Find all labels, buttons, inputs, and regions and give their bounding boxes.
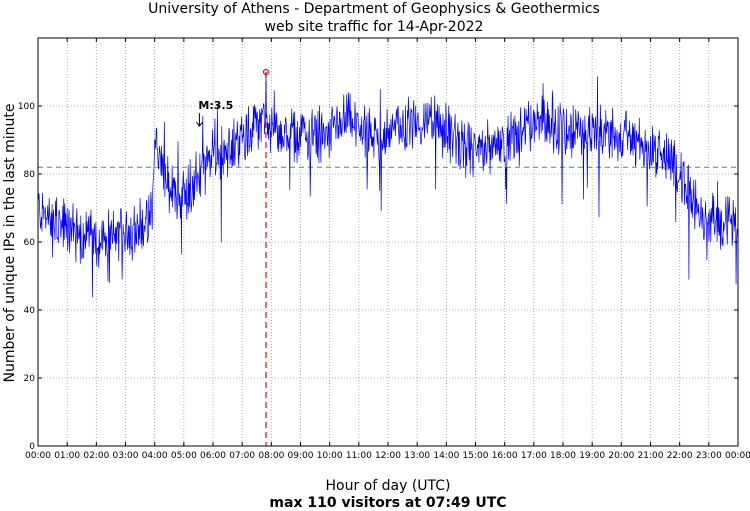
x-tick-label: 14:00 <box>433 451 459 461</box>
x-tick-label: 16:00 <box>492 451 518 461</box>
x-tick-label: 17:00 <box>521 451 547 461</box>
x-tick-label: 10:00 <box>317 451 343 461</box>
x-tick-label: 01:00 <box>54 451 80 461</box>
x-tick-label: 11:00 <box>346 451 372 461</box>
annotations: M:3.5 <box>196 68 270 128</box>
series-group <box>37 71 739 298</box>
y-tick-label: 0 <box>29 442 35 452</box>
x-axis-ticks: 00:00 01:00 02:00 03:00 04:00 05:00 06:00 07:00… <box>25 38 750 461</box>
y-tick-label: 100 <box>18 102 35 112</box>
x-tick-label: 06:00 <box>200 451 226 461</box>
x-tick-label: 02:00 <box>83 451 109 461</box>
x-tick-label: 18:00 <box>550 451 576 461</box>
x-tick-label: 09:00 <box>288 451 314 461</box>
max-visitors-footer: max 110 visitors at 07:49 UTC <box>269 495 506 511</box>
y-axis-label: Number of unique IPs in the last minute <box>2 104 18 383</box>
x-axis-label: Hour of day (UTC) <box>326 478 451 494</box>
x-tick-label: 22:00 <box>667 451 693 461</box>
x-tick-label: 12:00 <box>375 451 401 461</box>
max-point-marker <box>262 68 270 76</box>
y-tick-label: 20 <box>24 374 36 384</box>
quake-arrow-head <box>196 121 203 128</box>
chart-subtitle: web site traffic for 14-Apr-2022 <box>265 19 484 35</box>
x-tick-label: 21:00 <box>638 451 664 461</box>
y-tick-label: 60 <box>24 238 36 248</box>
x-tick-label: 04:00 <box>142 451 168 461</box>
x-tick-label: 05:00 <box>171 451 197 461</box>
quake-annotation-label: M:3.5 <box>198 99 233 112</box>
x-tick-label: 19:00 <box>579 451 605 461</box>
y-axis-ticks: 0 20 40 60 80 100 <box>18 102 738 452</box>
x-tick-label: 20:00 <box>608 451 634 461</box>
y-tick-label: 80 <box>24 170 36 180</box>
traffic-series-line <box>37 71 739 298</box>
y-tick-label: 40 <box>24 306 36 316</box>
x-tick-label: 00:00 <box>25 451 51 461</box>
x-tick-label: 13:00 <box>404 451 430 461</box>
grid-lines <box>38 38 738 446</box>
x-tick-label: 07:00 <box>229 451 255 461</box>
chart-title: University of Athens - Department of Geo… <box>148 1 600 17</box>
x-tick-label: 08:00 <box>258 451 284 461</box>
x-tick-label: 23:00 <box>696 451 722 461</box>
x-tick-label: 00:00 <box>725 451 750 461</box>
x-tick-label: 15:00 <box>463 451 489 461</box>
reference-lines <box>38 72 738 446</box>
x-tick-label: 03:00 <box>113 451 139 461</box>
